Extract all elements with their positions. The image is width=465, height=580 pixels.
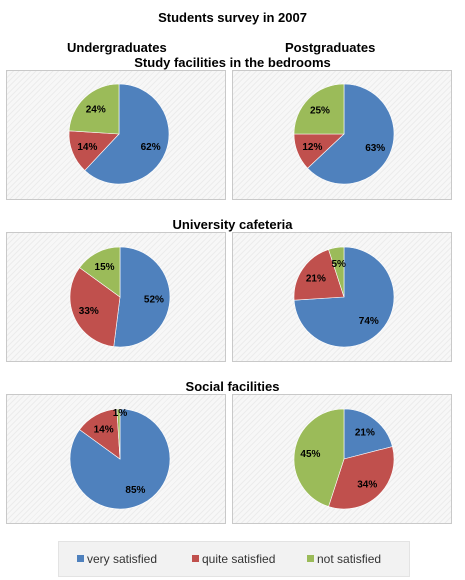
data-label-very-satisfied-social-facilities-postgraduates: 21% (355, 428, 375, 439)
data-label-very-satisfied-university-cafeteria-undergraduates: 52% (144, 295, 164, 306)
data-label-not-satisfied-study-facilities-in-the-bedrooms-postgraduates: 25% (310, 105, 330, 116)
data-label-quite-satisfied-study-facilities-in-the-bedrooms-postgraduates: 12% (302, 142, 322, 153)
pie-slice-not-satisfied-university-cafeteria-postgraduates (328, 246, 345, 298)
pie-panel-study-undergraduates: 62% 14% 24% (6, 70, 226, 200)
pie-chart-social-undergraduates: 85% 14% 1% (69, 408, 171, 510)
legend-label-quite-satisfied: quite satisfied (202, 552, 276, 566)
section-title-university-cafeteria: University cafeteria (172, 217, 293, 232)
data-label-very-satisfied-university-cafeteria-postgraduates: 74% (359, 316, 379, 327)
pie-panel-cafeteria-postgraduates: 74% 21% 5% (232, 232, 452, 362)
pie-slice-not-satisfied-study-facilities-in-the-bedrooms-postgraduates (293, 83, 345, 135)
legend-swatch-quite-satisfied (192, 555, 199, 562)
pie-slice-very-satisfied-social-facilities-postgraduates (343, 408, 393, 460)
pie-panel-study-postgraduates: 63% 12% 25% (232, 70, 452, 200)
column-heading-postgraduates: Postgraduates (285, 40, 376, 55)
pie-slice-not-satisfied-social-facilities-postgraduates (293, 408, 345, 507)
pie-slice-very-satisfied-study-facilities-in-the-bedrooms-undergraduates (84, 83, 170, 185)
data-label-very-satisfied-study-facilities-in-the-bedrooms-undergraduates: 62% (141, 142, 161, 153)
data-label-quite-satisfied-social-facilities-postgraduates: 34% (357, 479, 377, 490)
legend-item-quite-satisfied: quite satisfied (192, 552, 275, 566)
data-label-quite-satisfied-social-facilities-undergraduates: 14% (94, 425, 114, 436)
pie-panel-cafeteria-undergraduates: 52% 33% 15% (6, 232, 226, 362)
column-heading-undergraduates: Undergraduates (67, 40, 167, 55)
chart-title: Students survey in 2007 (158, 10, 307, 25)
pie-chart-social-postgraduates: 21% 34% 45% (293, 408, 395, 510)
data-label-very-satisfied-study-facilities-in-the-bedrooms-postgraduates: 63% (365, 143, 385, 154)
pie-panel-social-undergraduates: 85% 14% 1% (6, 394, 226, 524)
data-label-very-satisfied-social-facilities-undergraduates: 85% (125, 485, 145, 496)
pie-chart-study-undergraduates: 62% 14% 24% (68, 83, 170, 185)
pie-slice-very-satisfied-study-facilities-in-the-bedrooms-postgraduates (307, 83, 395, 185)
section-title-social-facilities: Social facilities (185, 379, 280, 394)
data-label-not-satisfied-social-facilities-postgraduates: 45% (300, 449, 320, 460)
chart-legend: very satisfied quite satisfied not satis… (58, 541, 410, 577)
data-label-not-satisfied-university-cafeteria-undergraduates: 15% (95, 262, 115, 273)
pie-chart-cafeteria-undergraduates: 52% 33% 15% (69, 246, 171, 348)
data-label-quite-satisfied-study-facilities-in-the-bedrooms-undergraduates: 14% (77, 142, 97, 153)
data-label-not-satisfied-social-facilities-undergraduates: 1% (113, 408, 128, 419)
data-label-quite-satisfied-university-cafeteria-postgraduates: 21% (306, 273, 326, 284)
section-title-study-facilities: Study facilities in the bedrooms (134, 55, 331, 70)
pie-slice-not-satisfied-university-cafeteria-undergraduates (79, 246, 121, 298)
data-label-not-satisfied-university-cafeteria-postgraduates: 5% (331, 259, 346, 270)
pie-slice-not-satisfied-study-facilities-in-the-bedrooms-undergraduates (68, 83, 120, 135)
legend-label-not-satisfied: not satisfied (317, 552, 382, 566)
pie-slice-not-satisfied-social-facilities-undergraduates (116, 408, 121, 460)
pie-chart-cafeteria-postgraduates: 74% 21% 5% (293, 246, 395, 348)
data-label-quite-satisfied-university-cafeteria-undergraduates: 33% (79, 306, 99, 317)
legend-swatch-very-satisfied (77, 555, 84, 562)
pie-panel-social-postgraduates: 21% 34% 45% (232, 394, 452, 524)
data-label-not-satisfied-study-facilities-in-the-bedrooms-undergraduates: 24% (86, 105, 106, 116)
pie-slice-quite-satisfied-university-cafeteria-undergraduates (69, 267, 121, 347)
legend-item-very-satisfied: very satisfied (77, 552, 157, 566)
legend-item-not-satisfied: not satisfied (307, 552, 381, 566)
legend-label-very-satisfied: very satisfied (87, 552, 158, 566)
pie-slice-quite-satisfied-university-cafeteria-postgraduates (293, 249, 345, 301)
pie-slice-very-satisfied-university-cafeteria-undergraduates (113, 246, 171, 348)
pie-chart-study-postgraduates: 63% 12% 25% (293, 83, 395, 185)
pie-slice-quite-satisfied-social-facilities-postgraduates (328, 446, 395, 510)
legend-swatch-not-satisfied (307, 555, 314, 562)
